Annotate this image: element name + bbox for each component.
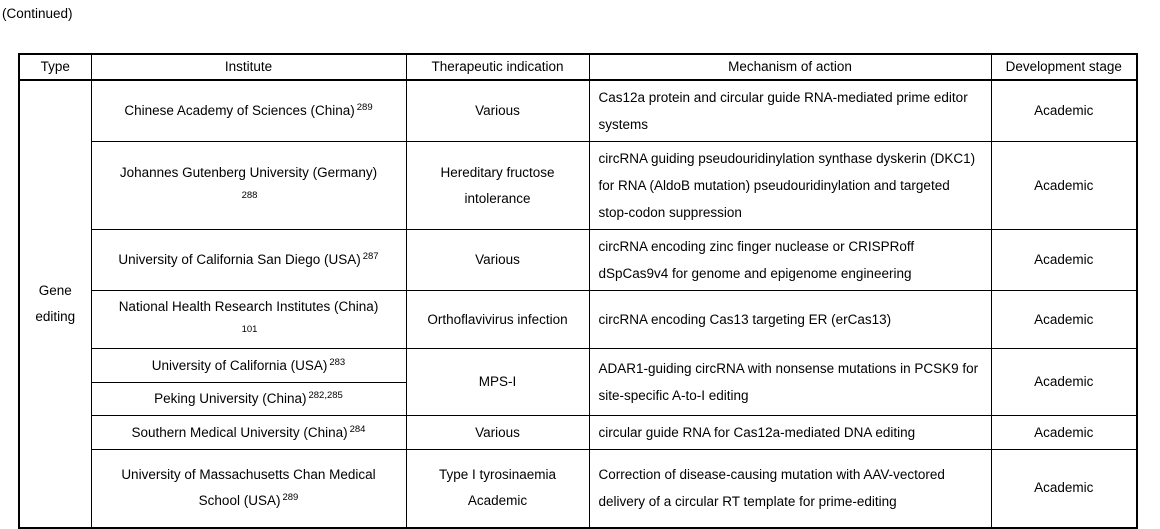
institute-cell: University of California (USA) 283 — [90, 348, 407, 383]
stage-cell: Academic — [990, 415, 1138, 450]
reference-superscript: 288 — [241, 189, 258, 201]
reference-superscript: 282,285 — [308, 390, 343, 401]
col-header-indication: Therapeutic indication — [405, 53, 590, 81]
indication-cell: Type I tyrosinaemia Academic — [405, 449, 590, 528]
table-row: University of California San Diego (USA)… — [19, 229, 1138, 291]
stage-cell: Academic — [990, 229, 1138, 291]
institute-name-line2: School (USA) — [198, 493, 281, 509]
col-header-type: Type — [18, 53, 92, 81]
indication-line2: Academic — [467, 493, 528, 509]
institute-name-line1: University of Massachusetts Chan Medical — [121, 467, 376, 483]
table-row: Gene editing Chinese Academy of Sciences… — [18, 79, 1138, 528]
institute-name: Southern Medical University (China) — [131, 424, 348, 440]
institute-cell: Chinese Academy of Sciences (China) 289 — [90, 79, 407, 142]
institute-name: University of California (USA) — [151, 357, 328, 373]
header-row: Type Institute Therapeutic indication Me… — [18, 53, 1138, 81]
indication-cell: Various — [405, 415, 590, 450]
continued-label: (Continued) — [2, 6, 73, 21]
reference-superscript: 289 — [282, 492, 299, 504]
indication-cell: MPS-I — [405, 348, 590, 416]
stage-cell: Academic — [990, 141, 1138, 230]
institute-cell: Southern Medical University (China) 284 — [90, 415, 407, 450]
col-header-stage: Development stage — [990, 53, 1138, 81]
indication-cell: Various — [405, 79, 590, 142]
col-header-mechanism: Mechanism of action — [588, 53, 992, 81]
institute-cell: National Health Research Institutes (Chi… — [90, 290, 407, 349]
institute-cell: Johannes Gutenberg University (Germany) 2… — [90, 141, 407, 230]
reference-superscript: 283 — [329, 356, 346, 368]
stage-cell: Academic — [990, 449, 1138, 528]
stage-cell: Academic — [990, 348, 1138, 416]
institute-name: University of California San Diego (USA) — [118, 252, 361, 267]
indication-cell: Hereditary fructose intolerance — [405, 141, 590, 230]
type-group-cell: Gene editing — [18, 79, 92, 528]
table-row: University of California (USA) 283 MPS-I … — [19, 348, 1138, 416]
mechanism-cell: Correction of disease-causing mutation w… — [588, 449, 992, 528]
institute-name: Peking University (China) — [154, 391, 307, 406]
institute-name: Johannes Gutenberg University (Germany) — [119, 164, 378, 180]
reference-superscript: 289 — [356, 102, 373, 113]
reference-superscript: 284 — [349, 423, 366, 435]
mechanism-cell: circRNA encoding zinc finger nuclease or… — [588, 229, 992, 291]
col-header-institute: Institute — [90, 53, 407, 81]
institute-cell: University of California San Diego (USA)… — [90, 229, 407, 291]
institute-cell: University of Massachusetts Chan Medical… — [90, 449, 407, 528]
institute-name: National Health Research Institutes (Chi… — [118, 298, 379, 314]
reference-superscript: 101 — [241, 323, 258, 335]
mechanism-cell: circRNA encoding Cas13 targeting ER (erC… — [588, 290, 992, 349]
stage-cell: Academic — [990, 290, 1138, 349]
table-row: National Health Research Institutes (Chi… — [19, 290, 1138, 349]
indication-cell: Various — [405, 229, 590, 291]
mechanism-cell: circRNA guiding pseudouridinylation synt… — [588, 141, 992, 230]
institute-cell: Peking University (China) 282,285 — [90, 382, 407, 416]
mechanism-cell: ADAR1-guiding circRNA with nonsense muta… — [588, 348, 992, 416]
table-row: Peking University (China) 282,285 — [19, 382, 1137, 416]
institute-name: Chinese Academy of Sciences (China) — [124, 103, 355, 118]
indication-cell: Orthoflavivirus infection — [405, 290, 590, 349]
stage-cell: Academic — [990, 79, 1138, 142]
table-row: University of Massachusetts Chan Medical… — [19, 449, 1138, 528]
indication-line1: Type I tyrosinaemia — [438, 467, 557, 483]
reference-superscript: 287 — [362, 251, 379, 262]
table-row: Johannes Gutenberg University (Germany) 2… — [19, 141, 1138, 230]
mechanism-cell: circular guide RNA for Cas12a-mediated D… — [588, 415, 992, 450]
mechanism-cell: Cas12a protein and circular guide RNA-me… — [588, 79, 992, 142]
continued-table: Type Institute Therapeutic indication Me… — [18, 53, 1138, 529]
table-row: Southern Medical University (China) 284 V… — [19, 415, 1138, 450]
